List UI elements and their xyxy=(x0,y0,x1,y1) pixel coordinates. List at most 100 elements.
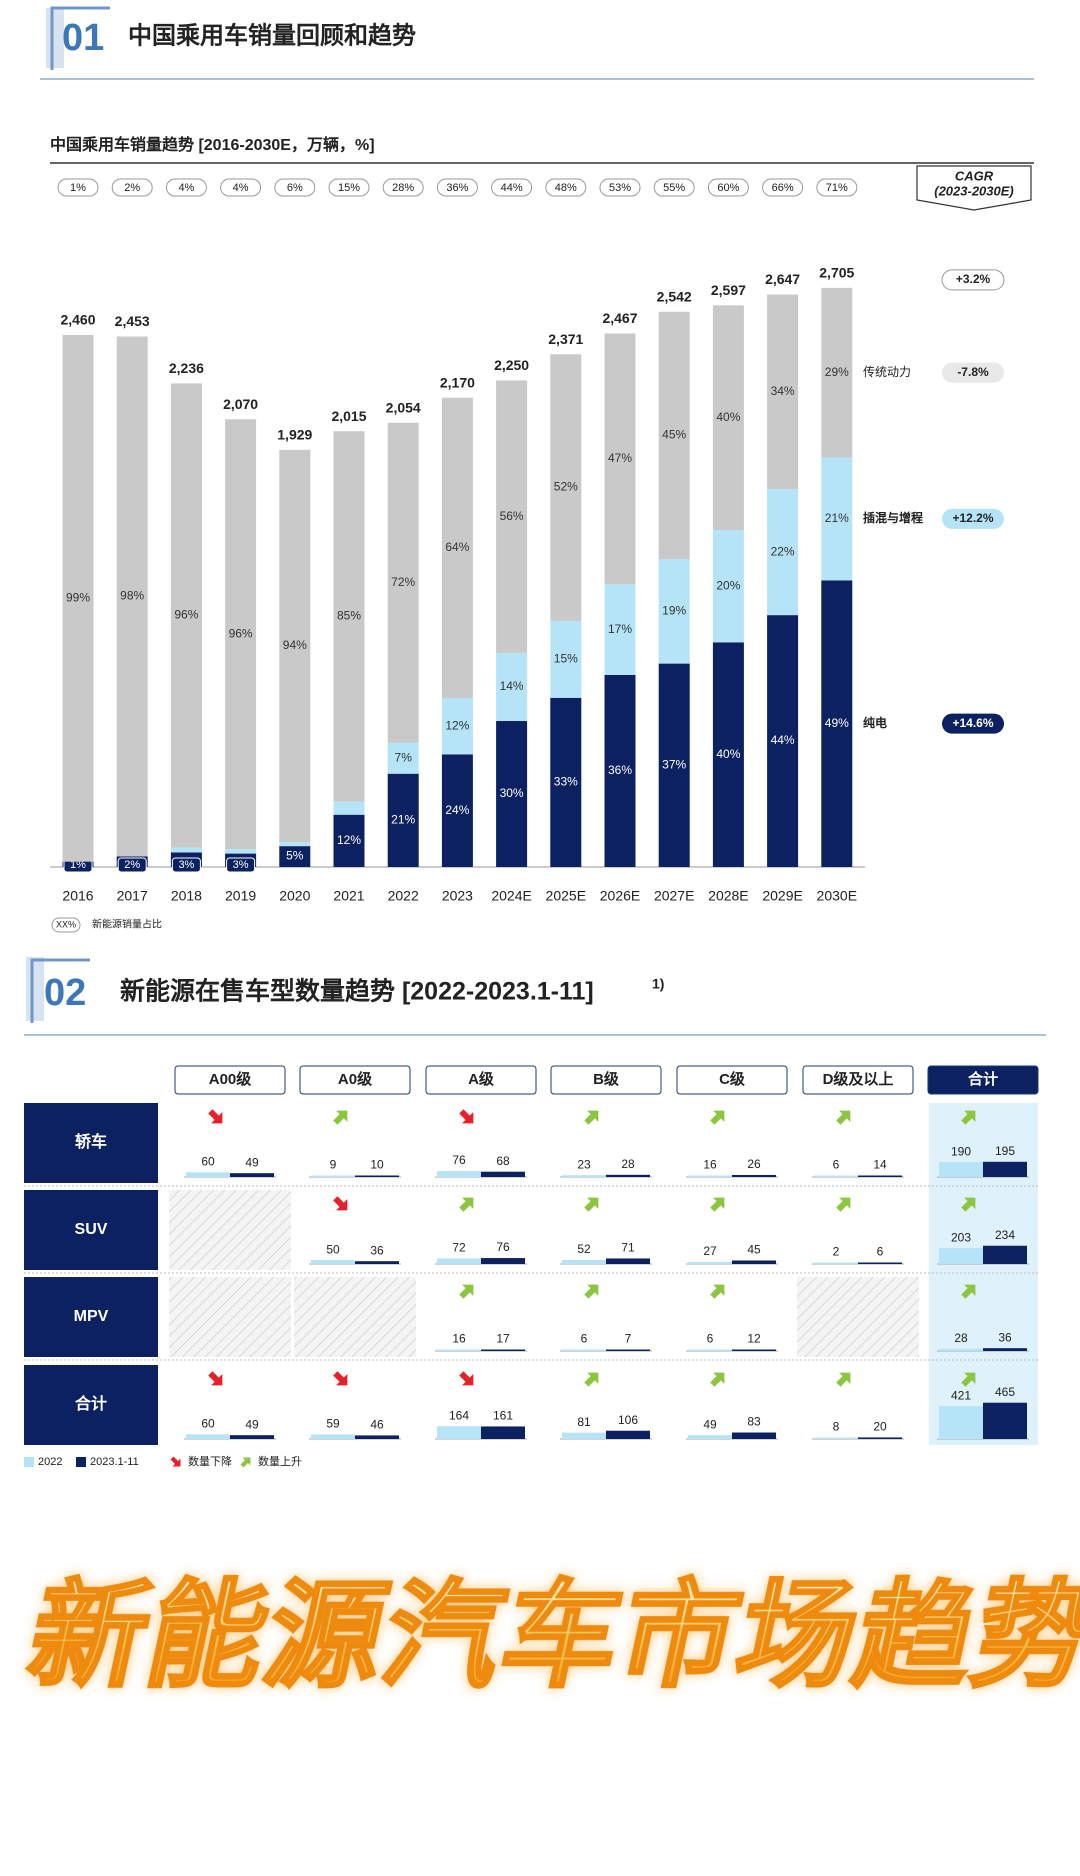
share-pill xyxy=(816,178,858,197)
cell-value: 23 xyxy=(577,1157,591,1171)
x-tick-label: 2027E xyxy=(654,888,694,904)
segment-label: 22% xyxy=(771,544,795,558)
total-label: 2,705 xyxy=(819,265,854,281)
cell-bar xyxy=(606,1349,650,1351)
cell-value: 52 xyxy=(577,1242,591,1256)
cell-value: 49 xyxy=(245,1417,259,1431)
bar-segment xyxy=(767,489,799,616)
bar-segment xyxy=(821,457,853,581)
x-tick-label: 2028E xyxy=(708,888,748,904)
segment-label: 96% xyxy=(229,626,253,640)
share-pill xyxy=(382,178,424,197)
x-tick-label: 2022 xyxy=(388,888,419,904)
segment-label: 98% xyxy=(120,589,144,603)
cell-value: 68 xyxy=(496,1154,510,1168)
column-header: C级 xyxy=(719,1070,746,1088)
column-header: A00级 xyxy=(209,1070,253,1088)
segment-label: 47% xyxy=(608,451,632,465)
share-pill xyxy=(57,178,99,197)
cell-value: 76 xyxy=(496,1240,510,1254)
x-tick-label: 2029E xyxy=(762,888,802,904)
total-label: 2,070 xyxy=(223,396,258,412)
cell-bar xyxy=(939,1248,983,1264)
cell-value: 10 xyxy=(370,1158,384,1172)
total-label: 2,460 xyxy=(60,312,95,328)
bar-segment xyxy=(821,580,853,867)
section-number: 01 xyxy=(62,17,104,59)
legend-label: 数量上升 xyxy=(258,1455,302,1468)
segment-label: 99% xyxy=(66,591,90,605)
cell-bar xyxy=(355,1175,399,1177)
segment-label: 12% xyxy=(445,718,469,732)
row-header: 轿车 xyxy=(75,1132,107,1151)
share-label: 66% xyxy=(772,182,794,194)
cagr-title: CAGR xyxy=(955,168,994,183)
segment-label: 85% xyxy=(337,609,361,623)
row-header-box xyxy=(24,1190,158,1270)
total-label: 2,647 xyxy=(765,271,800,287)
total-label: 2,015 xyxy=(331,408,366,424)
cell-bar xyxy=(437,1171,481,1177)
trend-arrow xyxy=(710,1197,725,1212)
cell-value: 16 xyxy=(452,1332,466,1346)
segment-label: 19% xyxy=(662,604,686,618)
bar-segment xyxy=(333,801,365,815)
trend-arrow xyxy=(208,1371,223,1386)
column-header: B级 xyxy=(593,1070,620,1088)
bar-segment xyxy=(170,847,202,853)
section-title: 中国乘用车销量回顾和趋势 xyxy=(128,21,416,49)
cagr-pill xyxy=(942,713,1004,734)
banner-group: 新能源汽车市场趋势 xyxy=(17,1569,1080,1702)
cagr-value: +12.2% xyxy=(952,511,993,525)
legend-label: 2022 xyxy=(38,1456,62,1468)
section-number: 02 xyxy=(44,972,86,1014)
cell-bar xyxy=(481,1171,525,1177)
trend-arrow xyxy=(333,1196,348,1211)
cell-value: 76 xyxy=(452,1153,466,1167)
cagr-pill xyxy=(941,269,1005,291)
series-label: 传统动力 xyxy=(863,364,911,379)
share-pill xyxy=(762,178,804,197)
segment-label: 56% xyxy=(500,509,524,523)
segment-label: 34% xyxy=(771,384,795,398)
bar-segment xyxy=(279,841,311,847)
segment-label: 12% xyxy=(337,833,361,847)
segment-label: 52% xyxy=(554,480,578,494)
bar-segment xyxy=(387,742,419,774)
total-label: 2,250 xyxy=(494,357,529,373)
bar-segment xyxy=(550,697,582,867)
bar-segment xyxy=(387,422,419,743)
legend-pill xyxy=(51,917,81,933)
bar-segment xyxy=(658,663,690,867)
column-header-box xyxy=(174,1065,286,1095)
header-bracket xyxy=(30,958,90,1023)
cagr-box xyxy=(916,165,1032,211)
share-label: 4% xyxy=(233,182,249,194)
segment-label: 3% xyxy=(233,859,249,871)
cell-value: 190 xyxy=(951,1144,971,1158)
cell-value: 71 xyxy=(621,1241,635,1255)
bar-segment xyxy=(550,620,582,698)
bar-segment xyxy=(170,383,202,848)
trend-arrow xyxy=(208,1109,223,1124)
share-label: 53% xyxy=(609,182,631,194)
segment-label: 37% xyxy=(662,757,686,771)
segment-label: 1% xyxy=(70,859,86,871)
share-label: 4% xyxy=(178,182,194,194)
cell-bar xyxy=(983,1245,1027,1264)
series-label: 纯电 xyxy=(863,715,887,730)
x-tick-label: 2020 xyxy=(279,888,310,904)
row-header: SUV xyxy=(75,1221,108,1238)
share-label: 48% xyxy=(555,182,577,194)
cell-value: 28 xyxy=(954,1331,968,1345)
cell-value: 20 xyxy=(873,1420,887,1434)
cell-value: 83 xyxy=(747,1415,761,1429)
segment-label: 3% xyxy=(178,859,194,871)
legend-swatch xyxy=(24,1457,34,1467)
share-pill xyxy=(111,178,153,197)
column-header-box xyxy=(927,1065,1039,1095)
cell-value: 59 xyxy=(326,1417,340,1431)
x-tick-label: 2024E xyxy=(491,888,531,904)
